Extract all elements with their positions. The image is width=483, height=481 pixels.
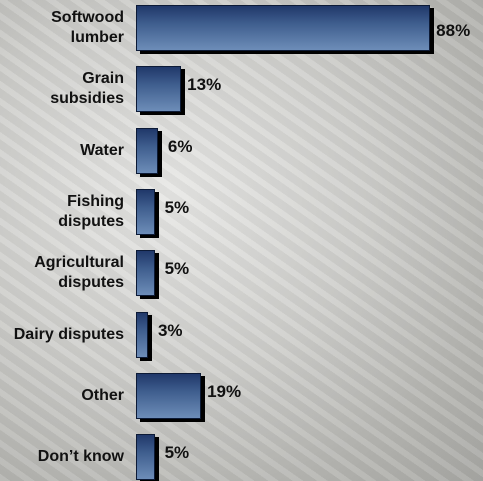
bar <box>136 434 155 481</box>
bar <box>136 5 431 51</box>
value-label: 3% <box>157 320 183 340</box>
value-label: 19% <box>207 381 242 401</box>
category-label: Fishing disputes <box>58 192 124 230</box>
value-label: 6% <box>167 136 193 156</box>
bar <box>136 311 148 358</box>
value-label: 5% <box>164 259 190 279</box>
category-label: Agricultural disputes <box>34 254 124 292</box>
bar <box>136 372 202 419</box>
category-label: Grain subsidies <box>50 70 124 108</box>
category-label: Don’t know <box>37 448 124 466</box>
bar <box>136 250 155 297</box>
bar <box>136 188 155 235</box>
value-label: 13% <box>187 75 222 95</box>
bar <box>136 127 158 174</box>
value-label: 88% <box>436 21 471 40</box>
category-label: Other <box>81 386 124 404</box>
bar <box>136 66 182 113</box>
value-label: 5% <box>164 197 190 217</box>
category-label: Dairy disputes <box>13 325 124 343</box>
value-label: 5% <box>164 443 190 463</box>
category-label: Softwood lumber <box>51 9 124 46</box>
category-label: Water <box>80 141 124 159</box>
